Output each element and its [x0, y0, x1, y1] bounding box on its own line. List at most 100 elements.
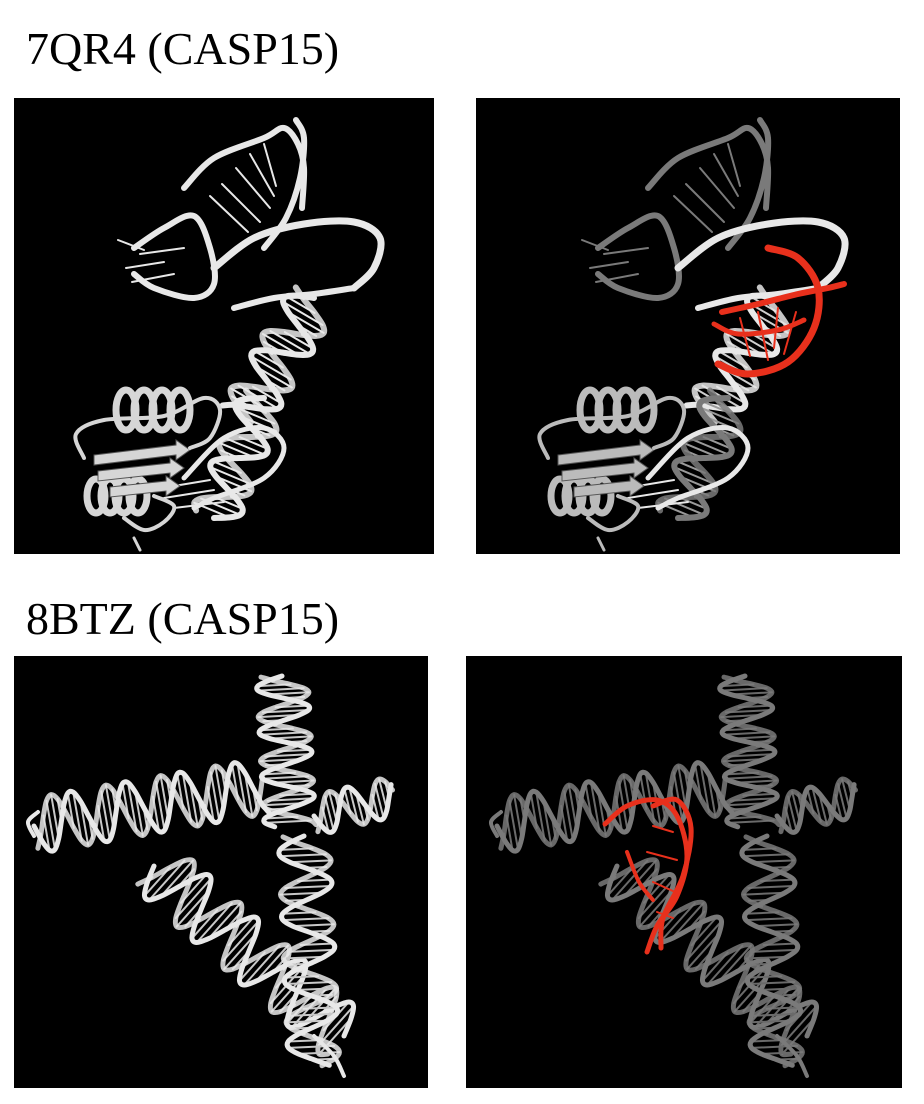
rna-helix-diagonal-basepair [243, 944, 281, 986]
rna-helix-lower-right-basepair [285, 1019, 329, 1024]
rna-loop-lower [181, 425, 287, 511]
rna-helix-left-basepair [513, 793, 523, 840]
protein-loop [596, 536, 606, 552]
rna-helix-left-basepair [508, 799, 519, 851]
rna-helix-top-basepair [261, 709, 310, 714]
rna-helix-lower-right-basepair [281, 917, 330, 922]
rna-base [163, 489, 215, 499]
rna-helix-left-basepair [622, 774, 633, 821]
rna-helix-diagonal-basepair [623, 859, 657, 898]
rna-helix-lower-right-basepair [747, 885, 795, 889]
beta-strand [97, 457, 185, 482]
rna-helix-left-basepair [236, 762, 247, 814]
rna-helix-diagonal-basepair [733, 975, 768, 1013]
rna-helix-right-strand [311, 782, 394, 835]
rna-helix-diagonal-basepair [611, 859, 649, 901]
rna-helix-lower-right-basepair [745, 955, 789, 960]
rna-helix-diagonal-basepair [270, 975, 305, 1013]
rna-helix-lower-right-basepair [742, 853, 790, 858]
rna-helix-left-basepair [50, 793, 60, 840]
rna-stem-lower-strand [671, 395, 735, 521]
highlight-base [646, 851, 678, 861]
rna-helix-lower-right-basepair [744, 917, 793, 922]
rna-helix-left-basepair [672, 771, 684, 822]
highlight-base [757, 311, 769, 361]
rna-base [627, 489, 679, 499]
rna-helix-diagonal-basepair [160, 859, 194, 898]
rna-stem-lower-basepair [673, 466, 715, 485]
rna-helix-lower-right-basepair [279, 853, 327, 858]
rna-helix-top-basepair [724, 775, 773, 780]
rna-helix-top-basepair [264, 819, 312, 824]
rna-helix-top-basepair [257, 687, 305, 692]
rna-helix-lower-right-basepair [284, 981, 333, 985]
rna-base [727, 143, 741, 187]
highlight-segment [625, 850, 655, 902]
rna-base [673, 195, 713, 233]
rna-base [685, 183, 725, 223]
rna-protein-render-highlighted [537, 117, 849, 552]
rna-stem-middle-basepair [250, 355, 292, 381]
rna-hairpin-top [181, 124, 308, 211]
rna-base [131, 273, 175, 283]
rna-helix-lower-right-basepair [754, 923, 798, 928]
protein-loop [73, 395, 223, 460]
rna-helix-diagonal-strand [135, 857, 340, 1058]
rna-stem-lower-basepair [234, 406, 276, 425]
rna-base [713, 153, 739, 197]
structure-image-8btz-highlighted [466, 656, 902, 1088]
beta-strand [561, 457, 649, 482]
rna-helix-left-basepair [563, 790, 574, 841]
rna-helix-left-strand [494, 760, 735, 854]
highlight-segment [719, 281, 847, 315]
rna-base [117, 239, 145, 251]
highlight-base [783, 311, 797, 355]
rna-base [581, 239, 609, 251]
highlight-base [652, 825, 674, 833]
rna-stem-middle-basepair [269, 330, 311, 356]
rna-helix-left-basepair [209, 771, 221, 822]
rna-helix-left-strand [35, 763, 265, 851]
rna-helix-lower-right-basepair [289, 1012, 338, 1017]
rna-helix-left-basepair [127, 781, 138, 833]
rna-helix-top-basepair [729, 797, 778, 802]
highlight-segment [711, 317, 807, 337]
beta-strand [109, 475, 181, 498]
rna-render [25, 673, 395, 1078]
rna-helix-left-basepair [45, 799, 56, 851]
rna-stem-middle-basepair [282, 300, 324, 326]
highlight-base [739, 317, 751, 357]
rna-base [235, 167, 271, 209]
rna-helix-top-basepair [724, 709, 773, 714]
row-title-8btz: 8BTZ (CASP15) [26, 593, 340, 644]
highlight-segment [602, 797, 690, 955]
rna-tail [312, 1034, 346, 1078]
rna-base [603, 247, 649, 255]
rna-helix-diagonal-basepair [255, 944, 289, 983]
alpha-helix-coil [83, 475, 109, 517]
rna-helix-lower-right-basepair [750, 948, 798, 953]
rna-helix-lower-right-basepair [279, 891, 323, 896]
rna-helix-right-basepair [811, 786, 822, 823]
rna-stem-lower-basepair [689, 437, 731, 456]
rna-helix-diagonal-basepair [638, 890, 673, 928]
rna-helix-diagonal-basepair [207, 902, 242, 940]
alpha-helix-coil [125, 475, 151, 517]
highlight-segment [650, 796, 694, 951]
rna-stem-lower-basepair [225, 437, 267, 456]
rna-base [589, 261, 629, 269]
rna-helix-left-basepair [100, 790, 111, 841]
rna-base [209, 195, 249, 233]
rna-helix-diagonal-basepair [175, 890, 210, 928]
rna-helix-diagonal-strand [598, 857, 803, 1058]
rna-base [139, 247, 185, 255]
alpha-helix-coil [166, 386, 194, 434]
row-title-7qr4: 7QR4 (CASP15) [26, 23, 340, 74]
rna-helix-lower-right-basepair [757, 987, 801, 991]
alpha-helix-coil [589, 475, 615, 517]
rna-helix-lower-right-strand [739, 833, 804, 1068]
rna-helix-left-strand [31, 760, 272, 854]
rna-loop-lower [645, 425, 751, 511]
rna-helix-top-basepair [266, 797, 315, 802]
rna-helix-left-basepair [699, 762, 710, 814]
